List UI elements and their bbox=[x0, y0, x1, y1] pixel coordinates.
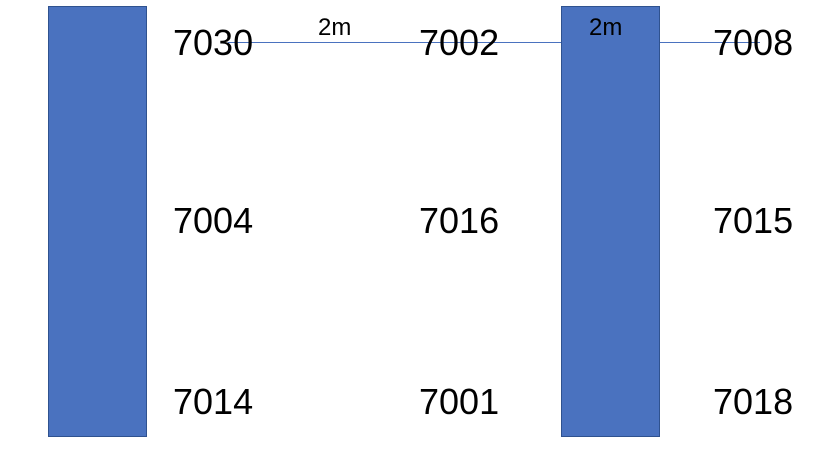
label-r2-c2: 7016 bbox=[419, 200, 500, 241]
left-column-bar bbox=[48, 6, 147, 437]
label-r3-c3: 7018 bbox=[713, 381, 794, 422]
label-r2-c1: 7004 bbox=[173, 200, 254, 241]
label-r2-c3: 7015 bbox=[713, 200, 794, 241]
dimension-label-left: 2m bbox=[318, 14, 352, 41]
label-r1-c2: 7002 bbox=[419, 22, 500, 63]
right-column-bar bbox=[561, 6, 660, 437]
connector-line-right bbox=[660, 42, 760, 43]
label-r1-c3: 7008 bbox=[713, 22, 794, 63]
label-r3-c2: 7001 bbox=[419, 381, 500, 422]
dimension-label-right: 2m bbox=[589, 14, 623, 41]
label-r3-c1: 7014 bbox=[173, 381, 254, 422]
connector-line-middle bbox=[464, 42, 561, 43]
label-r1-c1: 7030 bbox=[173, 22, 254, 63]
connector-line-left bbox=[228, 42, 464, 43]
